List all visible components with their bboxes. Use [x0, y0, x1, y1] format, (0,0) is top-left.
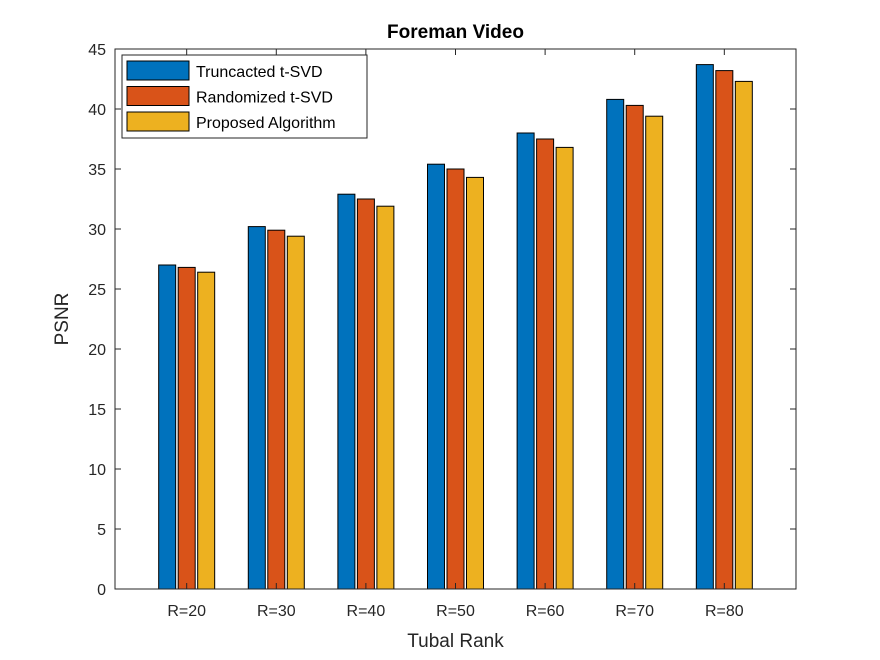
bar [606, 98, 625, 590]
bar [427, 163, 445, 590]
x-tick-label: R=50 [436, 603, 475, 620]
y-tick-label: 35 [88, 162, 106, 179]
y-tick-label: 40 [88, 102, 106, 119]
bar [695, 64, 714, 590]
x-tick-label: R=40 [347, 603, 386, 620]
x-axis-label: Tubal Rank [407, 631, 504, 652]
bar [555, 146, 574, 590]
x-tick-label: R=30 [257, 603, 296, 620]
bar [536, 138, 555, 590]
x-tick-label: R=20 [167, 603, 206, 620]
legend-swatch [126, 86, 190, 106]
bar [446, 168, 465, 590]
bar [286, 235, 305, 590]
bars-group [158, 64, 753, 590]
y-tick-label: 0 [97, 582, 106, 599]
y-tick-label: 20 [88, 342, 106, 359]
bar [376, 205, 395, 590]
bar [645, 115, 664, 590]
bar [177, 266, 196, 590]
y-tick-label: 45 [88, 42, 106, 59]
plot-border [114, 48, 797, 590]
x-tick-label: R=70 [615, 603, 654, 620]
y-tick-label: 10 [88, 462, 106, 479]
bar [197, 271, 216, 590]
bar [734, 80, 753, 590]
bar [337, 193, 356, 590]
x-tick-label: R=80 [705, 603, 744, 620]
bar [247, 226, 266, 590]
legend-swatch [126, 111, 190, 132]
y-axis-label: PSNR [52, 293, 73, 346]
bar [466, 176, 484, 590]
legend-label: Proposed Algorithm [196, 115, 336, 132]
bar [356, 198, 375, 590]
bar [158, 264, 177, 590]
bar [516, 132, 535, 590]
y-tick-label: 25 [88, 282, 106, 299]
bar [267, 229, 286, 590]
bar [625, 104, 644, 590]
axes-group: R=20 R=30 R=40 R=50 R=60 R=70 R=80 0 5 10 15 20 25 30… [88, 42, 797, 620]
y-tick-label: 15 [88, 402, 106, 419]
legend-swatch [126, 60, 190, 81]
y-tick-label: 30 [88, 222, 106, 239]
y-tick-label: 5 [97, 522, 106, 539]
legend-label: Truncacted t-SVD [196, 64, 323, 81]
legend-label: Randomized t-SVD [196, 90, 333, 107]
chart-title: Foreman Video [387, 22, 524, 43]
x-tick-label: R=60 [526, 603, 565, 620]
legend: Truncacted t-SVD Randomized t-SVD Proposed… [121, 54, 368, 139]
bar [715, 70, 734, 590]
